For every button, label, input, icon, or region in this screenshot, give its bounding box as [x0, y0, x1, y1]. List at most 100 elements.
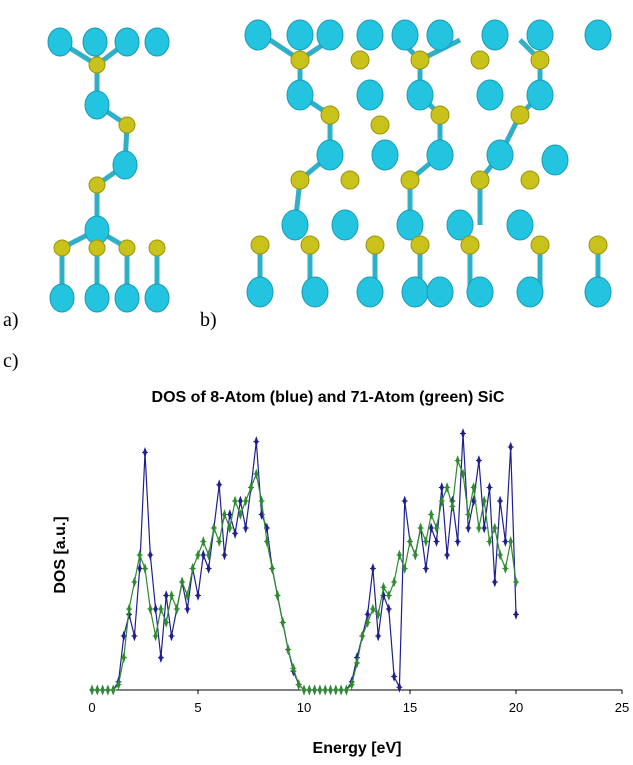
data-point [89, 686, 95, 694]
structure-b [245, 20, 611, 307]
data-point [147, 551, 153, 559]
data-point [174, 605, 180, 613]
data-point [206, 565, 212, 573]
data-point [269, 565, 275, 573]
data-point [285, 646, 291, 654]
data-point [153, 605, 159, 613]
data-point [375, 632, 381, 640]
data-point [158, 605, 164, 613]
panel-label: b) [200, 309, 217, 331]
data-point [100, 686, 106, 694]
data-point [492, 578, 498, 586]
data-point [131, 578, 137, 586]
data-point [322, 686, 328, 694]
data-point [444, 484, 450, 492]
data-point [259, 497, 265, 505]
data-point [455, 457, 461, 465]
data-point [497, 551, 503, 559]
data-point [179, 578, 185, 586]
data-point [142, 565, 148, 573]
data-point [423, 565, 429, 573]
data-point [370, 565, 376, 573]
data-point [195, 551, 201, 559]
data-point [513, 610, 519, 618]
data-point [423, 538, 429, 546]
data-point [513, 578, 519, 586]
data-point [502, 565, 508, 573]
data-point [243, 524, 249, 532]
data-point [105, 686, 111, 694]
data-point [487, 484, 493, 492]
data-point [248, 484, 254, 492]
data-point [94, 686, 100, 694]
data-point [312, 686, 318, 694]
data-point [428, 511, 434, 519]
data-point [306, 686, 312, 694]
data-point [508, 443, 514, 451]
x-tick-label: 15 [403, 700, 417, 715]
data-point [455, 538, 461, 546]
data-point [497, 497, 503, 505]
data-point [487, 538, 493, 546]
data-point [476, 524, 482, 532]
data-point [253, 438, 259, 446]
x-axis-label: Energy [eV] [313, 740, 402, 757]
data-point [492, 524, 498, 532]
data-point [216, 538, 222, 546]
panel-label: c) [3, 350, 19, 372]
data-point [232, 529, 238, 537]
data-point [158, 654, 164, 662]
data-point [137, 551, 143, 559]
x-tick-label: 10 [297, 700, 311, 715]
data-point [386, 605, 392, 613]
data-point [317, 686, 323, 694]
data-point [391, 578, 397, 586]
data-point [444, 551, 450, 559]
data-point [502, 538, 508, 546]
chart-title: DOS of 8-Atom (blue) and 71-Atom (green)… [152, 389, 505, 406]
structure-a [48, 28, 169, 312]
figure: a) b) c) DOS of 8-Atom (blue) and 71-Ato… [0, 0, 633, 765]
data-point [142, 448, 148, 456]
data-point [126, 605, 132, 613]
data-point [200, 551, 206, 559]
x-tick-label: 5 [194, 700, 201, 715]
data-point [237, 497, 243, 505]
data-point [190, 565, 196, 573]
data-point [333, 686, 339, 694]
data-point [131, 632, 137, 640]
data-point [280, 619, 286, 627]
data-point [391, 673, 397, 681]
data-point [481, 524, 487, 532]
data-point [418, 524, 424, 532]
data-point [449, 502, 455, 510]
data-point [222, 551, 228, 559]
data-point [169, 632, 175, 640]
data-point [396, 551, 402, 559]
data-point [434, 538, 440, 546]
data-point [222, 511, 228, 519]
data-point [275, 592, 281, 600]
data-point [195, 592, 201, 600]
x-tick-label: 0 [88, 700, 95, 715]
data-point [508, 538, 514, 546]
data-point [184, 605, 190, 613]
data-point [328, 686, 334, 694]
data-point [407, 538, 413, 546]
data-point [243, 497, 249, 505]
data-point [338, 686, 344, 694]
data-point [163, 592, 169, 600]
data-point [169, 592, 175, 600]
y-axis-label: DOS [a.u.] [52, 516, 69, 593]
data-point [439, 484, 445, 492]
data-point [465, 524, 471, 532]
data-point [211, 524, 217, 532]
data-point [412, 551, 418, 559]
x-tick-label: 25 [615, 700, 629, 715]
data-point [460, 430, 466, 438]
data-point [476, 457, 482, 465]
panel-label: a) [3, 309, 19, 331]
data-point [232, 497, 238, 505]
data-point [216, 481, 222, 489]
x-tick-label: 20 [509, 700, 523, 715]
